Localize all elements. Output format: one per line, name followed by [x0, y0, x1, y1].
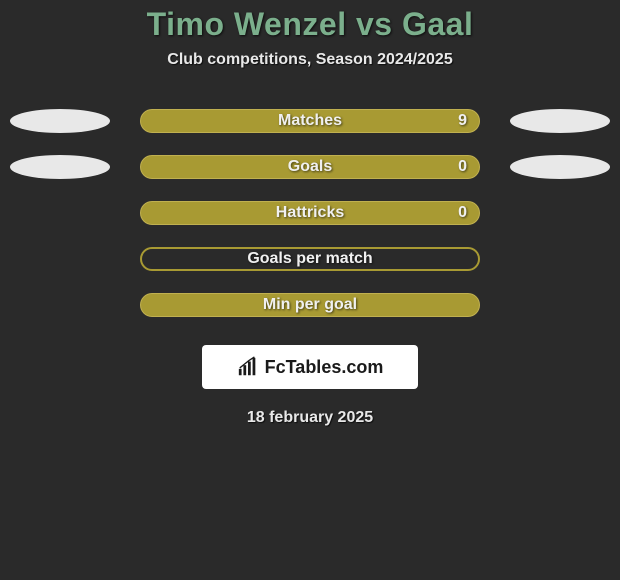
stat-row: Goals 0: [0, 155, 620, 179]
page-title: Timo Wenzel vs Gaal: [0, 6, 620, 43]
stat-label: Goals: [288, 158, 332, 176]
chart-icon: [237, 356, 259, 378]
badge-text: FcTables.com: [265, 357, 384, 378]
stat-bar: Goals 0: [140, 155, 480, 179]
source-badge: FcTables.com: [202, 345, 418, 389]
stat-bar: Min per goal: [140, 293, 480, 317]
comparison-infographic: Timo Wenzel vs Gaal Club competitions, S…: [0, 0, 620, 427]
player-left-marker: [10, 155, 110, 179]
stat-label: Matches: [278, 112, 342, 130]
stat-value: 0: [458, 204, 467, 222]
subtitle: Club competitions, Season 2024/2025: [0, 51, 620, 69]
player-right-marker: [510, 155, 610, 179]
stat-bar: Goals per match: [140, 247, 480, 271]
stat-label: Hattricks: [276, 204, 344, 222]
stat-bar: Hattricks 0: [140, 201, 480, 225]
stat-value: 9: [458, 112, 467, 130]
stat-row: Matches 9: [0, 109, 620, 133]
stat-label: Min per goal: [263, 296, 357, 314]
stat-row: Goals per match: [0, 247, 620, 271]
stat-label: Goals per match: [247, 250, 372, 268]
player-left-marker: [10, 109, 110, 133]
player-right-marker: [510, 109, 610, 133]
date-text: 18 february 2025: [0, 409, 620, 427]
stat-row: Hattricks 0: [0, 201, 620, 225]
stat-row: Min per goal: [0, 293, 620, 317]
stats-rows: Matches 9 Goals 0 Hattricks 0 Goals per match M…: [0, 109, 620, 317]
stat-bar: Matches 9: [140, 109, 480, 133]
stat-value: 0: [458, 158, 467, 176]
